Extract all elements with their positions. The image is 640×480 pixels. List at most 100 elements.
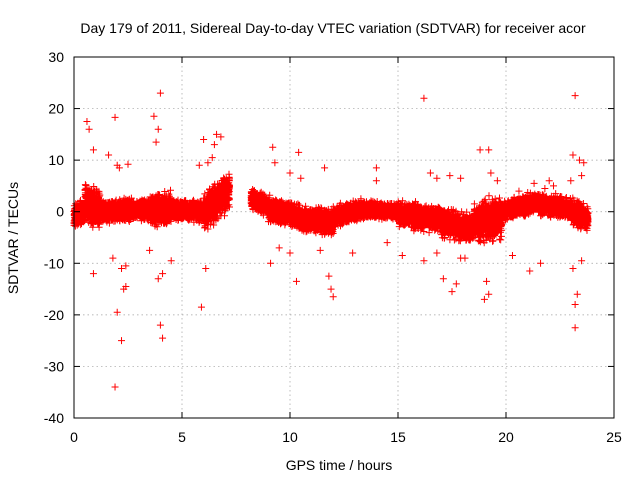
data-point xyxy=(426,169,434,177)
x-tick-label: 10 xyxy=(282,429,298,445)
data-point xyxy=(480,295,488,303)
data-point xyxy=(487,169,495,177)
data-point xyxy=(575,156,583,164)
data-point xyxy=(420,94,428,102)
data-point xyxy=(208,154,216,162)
x-tick-label: 25 xyxy=(606,429,622,445)
data-point xyxy=(569,264,577,272)
data-point xyxy=(446,172,454,180)
data-point xyxy=(461,254,469,262)
data-point xyxy=(217,133,225,141)
chart-title: Day 179 of 2011, Sidereal Day-to-day VTE… xyxy=(80,20,586,36)
y-tick-label: -20 xyxy=(44,307,64,323)
data-point xyxy=(124,160,132,168)
data-point xyxy=(349,249,357,257)
data-point xyxy=(321,164,329,172)
data-point xyxy=(433,249,441,257)
data-point xyxy=(571,92,579,100)
data-point xyxy=(578,172,586,180)
data-point xyxy=(122,262,130,270)
y-tick-label: 20 xyxy=(48,101,64,117)
data-point xyxy=(569,151,577,159)
data-point xyxy=(118,264,126,272)
grid-layer xyxy=(74,57,614,418)
data-point xyxy=(452,280,460,288)
data-point xyxy=(204,159,212,167)
data-point xyxy=(448,288,456,296)
x-tick-label: 20 xyxy=(498,429,514,445)
y-tick-label: -40 xyxy=(44,410,64,426)
data-point xyxy=(83,117,91,125)
data-point xyxy=(545,177,553,185)
data-point xyxy=(154,125,162,133)
x-tick-label: 15 xyxy=(390,429,406,445)
data-point xyxy=(113,308,121,316)
data-point xyxy=(571,301,579,309)
data-point xyxy=(541,185,549,193)
data-point xyxy=(275,244,283,252)
data-point xyxy=(202,264,210,272)
data-point xyxy=(439,275,447,283)
data-point xyxy=(115,164,123,172)
data-point xyxy=(578,257,586,265)
data-point xyxy=(325,272,333,280)
data-point xyxy=(89,270,97,278)
data-point xyxy=(476,146,484,154)
x-axis-label: GPS time / hours xyxy=(286,457,393,473)
data-point xyxy=(200,136,208,144)
plot-frame xyxy=(73,56,615,419)
axis-ticks: 0 5 10 15 20 25 -40 -30 -20 -10 0 10 20 30 xyxy=(44,49,622,445)
data-point xyxy=(210,141,218,149)
data-point xyxy=(483,277,491,285)
x-tick-label: 5 xyxy=(178,429,186,445)
data-point xyxy=(85,125,93,133)
data-point xyxy=(167,257,175,265)
data-point xyxy=(550,182,558,190)
data-point xyxy=(109,254,117,262)
data-point xyxy=(580,159,588,167)
data-point xyxy=(552,190,560,198)
data-point xyxy=(156,89,164,97)
data-point xyxy=(286,169,294,177)
data-point xyxy=(398,252,406,260)
data-point xyxy=(297,174,305,182)
data-point xyxy=(269,143,277,151)
data-point xyxy=(433,174,441,182)
data-point xyxy=(159,270,167,278)
data-point xyxy=(508,252,516,260)
y-tick-label: 0 xyxy=(56,204,64,220)
data-point xyxy=(292,277,300,285)
data-point xyxy=(213,130,221,138)
data-points xyxy=(70,89,592,391)
data-point xyxy=(493,177,501,185)
data-point xyxy=(267,259,275,267)
data-point xyxy=(111,383,119,391)
y-tick-label: 10 xyxy=(48,152,64,168)
data-point xyxy=(122,282,130,290)
data-point xyxy=(372,177,380,185)
data-point xyxy=(146,246,154,254)
data-point xyxy=(457,174,465,182)
data-point xyxy=(156,321,164,329)
data-point xyxy=(150,112,158,120)
y-tick-label: -30 xyxy=(44,358,64,374)
data-point xyxy=(152,138,160,146)
data-point xyxy=(329,293,337,301)
data-point xyxy=(295,148,303,156)
data-point xyxy=(567,177,575,185)
data-point xyxy=(526,267,534,275)
data-point xyxy=(105,151,113,159)
y-tick-label: 30 xyxy=(48,49,64,65)
data-point xyxy=(195,161,203,169)
data-point xyxy=(111,113,119,121)
series-points xyxy=(70,170,592,247)
data-point xyxy=(485,146,493,154)
data-point xyxy=(271,159,279,167)
data-point xyxy=(571,324,579,332)
data-point xyxy=(573,290,581,298)
data-point xyxy=(383,239,391,247)
data-point xyxy=(530,179,538,187)
data-point xyxy=(515,187,523,195)
data-point xyxy=(316,246,324,254)
